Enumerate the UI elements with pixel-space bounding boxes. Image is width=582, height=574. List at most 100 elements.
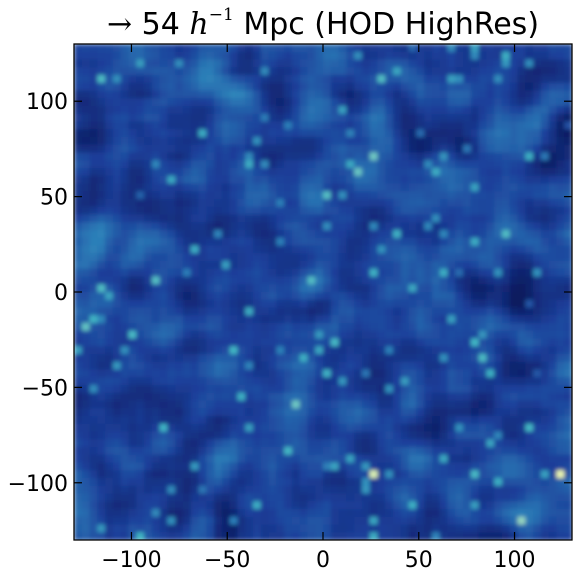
- density-cell: [517, 199, 526, 208]
- density-cell: [424, 160, 433, 169]
- density-cell: [424, 470, 433, 479]
- density-cell: [268, 44, 277, 53]
- density-cell: [307, 75, 316, 84]
- density-cell: [268, 268, 277, 278]
- density-cell: [377, 276, 386, 285]
- density-cell: [128, 67, 137, 76]
- density-cell: [284, 276, 293, 285]
- density-cell: [144, 400, 153, 409]
- density-field: [74, 44, 572, 540]
- density-cell: [323, 478, 332, 487]
- density-cell: [276, 284, 285, 293]
- density-cell: [136, 168, 145, 177]
- density-cell: [354, 454, 363, 464]
- density-cell: [307, 67, 316, 76]
- density-cell: [206, 284, 215, 293]
- density-cell: [330, 493, 340, 502]
- density-cell: [463, 354, 472, 363]
- density-cell: [229, 315, 239, 324]
- density-cell: [377, 98, 386, 107]
- density-cell: [463, 439, 472, 448]
- density-cell: [556, 408, 565, 417]
- density-cell: [400, 532, 410, 540]
- density-cell: [81, 276, 91, 285]
- density-cell: [330, 338, 340, 347]
- density-cell: [447, 284, 456, 293]
- density-cell: [377, 408, 386, 417]
- density-cell: [120, 160, 130, 169]
- density-cell: [237, 462, 246, 471]
- density-cell: [540, 284, 550, 293]
- density-cell: [470, 462, 480, 471]
- density-cell: [198, 315, 207, 324]
- density-cell: [206, 369, 215, 378]
- density-cell: [214, 330, 223, 340]
- density-cell: [105, 276, 114, 285]
- density-cell: [517, 346, 526, 355]
- density-cell: [237, 191, 246, 200]
- density-cell: [455, 416, 464, 425]
- density-cell: [385, 323, 394, 332]
- density-cell: [97, 478, 106, 487]
- density-cell: [112, 191, 122, 200]
- density-cell: [323, 501, 332, 510]
- density-cell: [346, 299, 355, 309]
- density-cell: [221, 191, 231, 200]
- density-cell: [144, 516, 153, 526]
- density-cell: [556, 307, 565, 316]
- density-cell: [144, 183, 153, 192]
- density-cell: [346, 191, 355, 200]
- density-cell: [190, 307, 200, 316]
- density-cell: [128, 199, 137, 208]
- density-cell: [361, 485, 371, 495]
- density-cell: [245, 160, 254, 169]
- density-cell: [478, 423, 488, 433]
- density-cell: [136, 439, 145, 448]
- density-cell: [175, 516, 184, 526]
- density-cell: [439, 509, 449, 518]
- density-cell: [533, 330, 542, 340]
- density-cell: [112, 447, 122, 456]
- density-cell: [276, 245, 285, 254]
- density-cell: [556, 315, 565, 324]
- density-cell: [509, 462, 519, 471]
- density-cell: [486, 152, 495, 161]
- density-cell: [447, 90, 456, 99]
- density-cell: [252, 160, 262, 169]
- density-cell: [517, 385, 526, 394]
- density-cell: [307, 516, 316, 526]
- density-cell: [190, 245, 200, 254]
- density-cell: [408, 439, 417, 448]
- density-cell: [416, 493, 425, 502]
- density-cell: [89, 369, 98, 378]
- density-cell: [463, 501, 472, 510]
- density-cell: [439, 338, 449, 347]
- density-cell: [564, 183, 572, 192]
- density-cell: [548, 98, 558, 107]
- density-cell: [276, 214, 285, 223]
- density-cell: [198, 214, 207, 223]
- density-cell: [463, 369, 472, 378]
- density-cell: [128, 462, 137, 471]
- density-cell: [400, 106, 410, 115]
- density-cell: [245, 245, 254, 254]
- density-cell: [478, 532, 488, 540]
- density-cell: [416, 439, 425, 448]
- density-cell: [447, 245, 456, 254]
- density-cell: [159, 284, 168, 293]
- density-cell: [361, 439, 371, 448]
- density-cell: [354, 160, 363, 169]
- density-cell: [198, 478, 207, 487]
- density-cell: [198, 385, 207, 394]
- density-cell: [416, 98, 425, 107]
- density-cell: [556, 44, 565, 53]
- density-cell: [533, 369, 542, 378]
- density-cell: [159, 222, 168, 231]
- density-cell: [400, 369, 410, 378]
- density-cell: [105, 75, 114, 84]
- density-cell: [81, 160, 91, 169]
- density-cell: [463, 346, 472, 355]
- density-cell: [120, 447, 130, 456]
- density-cell: [151, 214, 161, 223]
- density-cell: [470, 470, 480, 479]
